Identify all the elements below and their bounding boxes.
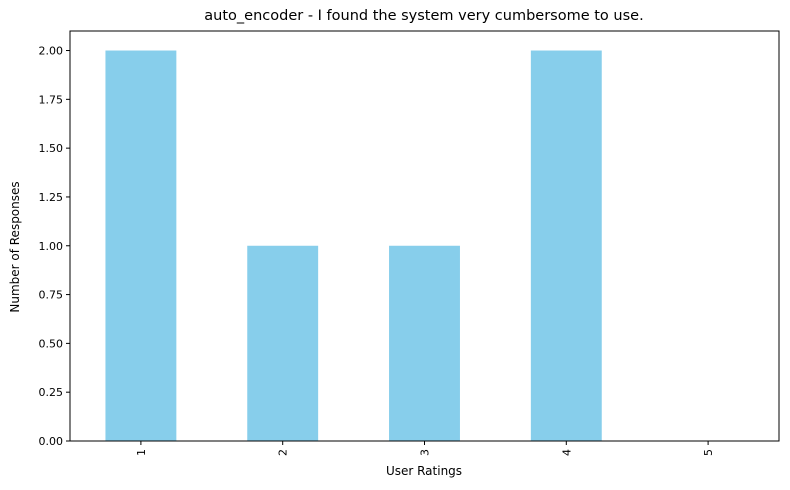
chart-title: auto_encoder - I found the system very c… (204, 8, 643, 24)
y-tick-label: 0.00 (39, 435, 64, 448)
plot-area: 0.00 0.25 0.50 0.75 1.00 1.25 1.50 1.75 2.00 1 2 3 4… (39, 30, 780, 456)
x-tick-label: 3 (419, 449, 432, 456)
y-tick-label: 1.00 (39, 240, 64, 253)
y-axis-title: Number of Responses (8, 181, 22, 312)
bar-2 (247, 245, 319, 441)
bar-3 (389, 245, 460, 441)
x-tick-label: 5 (702, 449, 715, 456)
x-tick-label: 4 (560, 449, 573, 456)
x-tick-label: 2 (277, 449, 290, 456)
y-tick-label: 1.75 (39, 93, 64, 106)
y-tick-label: 2.00 (39, 45, 64, 58)
bar-4 (530, 50, 602, 442)
y-tick-label: 0.25 (39, 386, 64, 399)
y-tick-label: 0.50 (39, 337, 64, 350)
y-tick-label: 0.75 (39, 289, 64, 302)
x-axis-title: User Ratings (386, 464, 462, 478)
x-tick-label: 1 (135, 449, 148, 456)
y-tick-label: 1.50 (39, 142, 64, 155)
y-tick-label: 1.25 (39, 191, 64, 204)
bar-1 (105, 50, 177, 442)
